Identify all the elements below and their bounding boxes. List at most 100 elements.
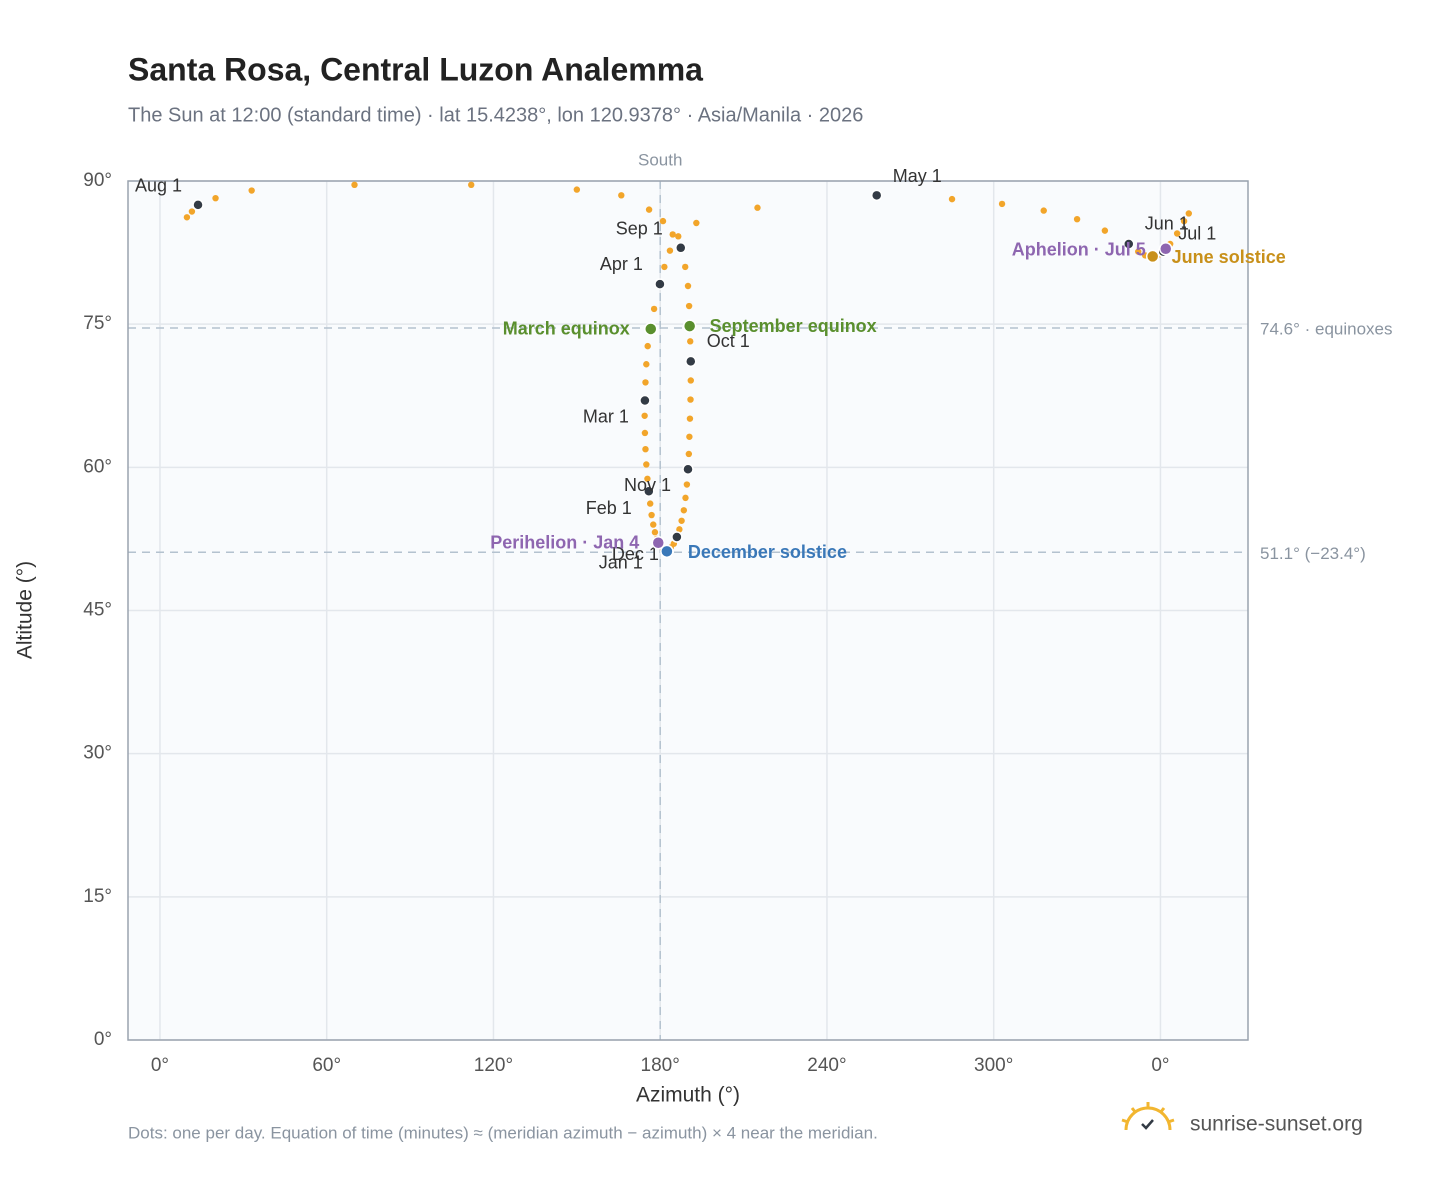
- month-label: Sep 1: [616, 219, 663, 239]
- event-marker: [682, 319, 697, 333]
- event-marker: [1145, 249, 1160, 264]
- daily-dot: [1135, 248, 1142, 255]
- daily-dot: [183, 214, 191, 221]
- chart-subtitle: The Sun at 12:00 (standard time) · lat 1…: [128, 104, 863, 126]
- month-marker: [671, 531, 683, 543]
- month-label: Dec 1: [612, 544, 659, 564]
- daily-dot: [659, 217, 667, 225]
- reference-label: 74.6° · equinoxes: [1260, 319, 1393, 338]
- daily-dot: [683, 481, 691, 488]
- month-marker: [870, 189, 883, 202]
- daily-dot: [644, 342, 651, 350]
- month-label: Jul 1: [1178, 223, 1216, 243]
- y-tick-label: 90°: [83, 170, 112, 191]
- daily-dot: [687, 377, 694, 384]
- daily-dot: [661, 263, 668, 271]
- daily-dot: [1173, 230, 1181, 237]
- meridian-label: South: [638, 150, 682, 169]
- month-marker: [682, 463, 694, 475]
- month-label: May 1: [893, 166, 942, 186]
- month-label: Nov 1: [624, 475, 671, 495]
- daily-dot: [687, 338, 694, 345]
- event-label: September equinox: [710, 316, 877, 336]
- event-label: June solstice: [1172, 247, 1286, 267]
- daily-dot: [650, 521, 657, 528]
- brand-logo: [1121, 1102, 1175, 1131]
- month-label: Oct 1: [707, 331, 750, 351]
- daily-dot: [693, 219, 700, 227]
- month-marker: [643, 485, 655, 497]
- chart-title: Santa Rosa, Central Luzon Analemma: [128, 51, 703, 87]
- daily-dot: [645, 206, 653, 213]
- daily-dot: [1180, 217, 1188, 225]
- daily-dot: [618, 192, 625, 199]
- month-marker: [654, 278, 666, 290]
- month-marker: [675, 242, 687, 254]
- y-tick-label: 75°: [83, 313, 112, 334]
- event-marker: [644, 322, 658, 336]
- daily-dot: [1040, 207, 1047, 214]
- daily-dot: [1185, 210, 1193, 217]
- month-label: Aug 1: [135, 176, 182, 196]
- y-tick-label: 45°: [83, 600, 112, 621]
- y-tick-label: 60°: [83, 456, 112, 477]
- month-label: Jun 1: [1145, 214, 1189, 234]
- event-label: December solstice: [688, 542, 847, 562]
- x-tick-label: 120°: [474, 1055, 513, 1076]
- daily-dot: [643, 361, 650, 368]
- month-label: Apr 1: [600, 254, 643, 274]
- daily-dot: [754, 204, 761, 211]
- month-label: Feb 1: [586, 498, 632, 518]
- daily-dot: [650, 305, 658, 313]
- daily-dot: [248, 187, 255, 194]
- daily-dot: [685, 302, 693, 310]
- daily-dot: [642, 379, 649, 386]
- daily-dot: [682, 263, 689, 271]
- daily-dot: [188, 208, 196, 215]
- daily-dot: [468, 181, 475, 189]
- y-axis-label: Altitude (°): [14, 561, 37, 659]
- daily-dot: [641, 412, 648, 419]
- daily-dot: [684, 282, 692, 290]
- x-tick-label: 240°: [807, 1055, 846, 1076]
- event-label: Aphelion · Jul 5: [1012, 240, 1146, 260]
- month-label: Jan 1: [599, 552, 643, 572]
- event-marker: [1158, 242, 1173, 256]
- daily-dot: [669, 231, 676, 238]
- x-tick-label: 300°: [974, 1055, 1013, 1076]
- y-tick-label: 0°: [94, 1029, 112, 1050]
- daily-dot: [687, 396, 694, 403]
- daily-dot: [675, 233, 682, 240]
- month-marker: [639, 394, 651, 407]
- event-label: March equinox: [503, 319, 630, 339]
- month-marker: [1123, 238, 1135, 250]
- daily-dot: [676, 526, 683, 533]
- daily-dot: [351, 181, 358, 189]
- x-tick-label: 0°: [1151, 1055, 1169, 1076]
- footnote: Dots: one per day. Equation of time (min…: [128, 1123, 878, 1142]
- daily-dot: [212, 194, 219, 202]
- x-axis-label: Azimuth (°): [636, 1084, 740, 1107]
- y-tick-label: 30°: [83, 743, 112, 764]
- daily-dot: [666, 247, 674, 254]
- daily-dot: [686, 433, 693, 440]
- month-label: Mar 1: [583, 406, 629, 426]
- daily-dot: [678, 517, 685, 524]
- brand: sunrise-sunset.org: [1190, 1113, 1363, 1136]
- x-tick-label: 180°: [641, 1055, 680, 1076]
- x-tick-label: 0°: [151, 1055, 169, 1076]
- daily-dot: [685, 450, 693, 458]
- month-marker: [685, 355, 697, 368]
- daily-dot: [642, 445, 649, 453]
- month-marker: [192, 199, 204, 211]
- daily-dot: [644, 475, 651, 482]
- reference-label: 51.1° (−23.4°): [1260, 544, 1366, 563]
- event-label: Perihelion · Jan 4: [490, 532, 639, 552]
- daily-dot: [573, 186, 581, 193]
- daily-dot: [647, 500, 654, 507]
- daily-dot: [1101, 227, 1109, 234]
- daily-dot: [1073, 215, 1081, 223]
- daily-dot: [641, 429, 649, 437]
- daily-dot: [686, 415, 694, 422]
